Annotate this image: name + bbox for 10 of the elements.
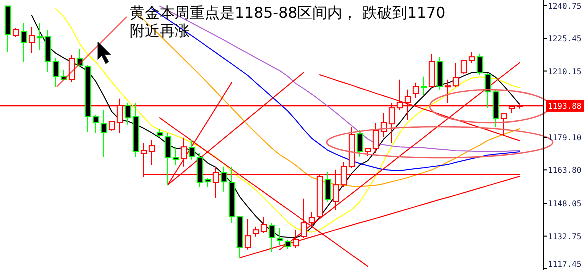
y-tick-label: 1132.75	[548, 232, 582, 242]
y-tick-label: 1225.45	[548, 34, 582, 44]
y-tick-label: 1148.05	[548, 200, 582, 209]
y-tick-label: 1210.15	[548, 67, 582, 76]
ref-line-label: 1193.88	[548, 102, 582, 111]
y-tick-label: 1240.75	[548, 2, 582, 11]
line-series	[160, 6, 520, 152]
y-tick-label: 1179.10	[548, 134, 582, 142]
y-tick-label: 1117.45	[548, 260, 582, 269]
y-tick-label: 1163.80	[548, 166, 582, 176]
